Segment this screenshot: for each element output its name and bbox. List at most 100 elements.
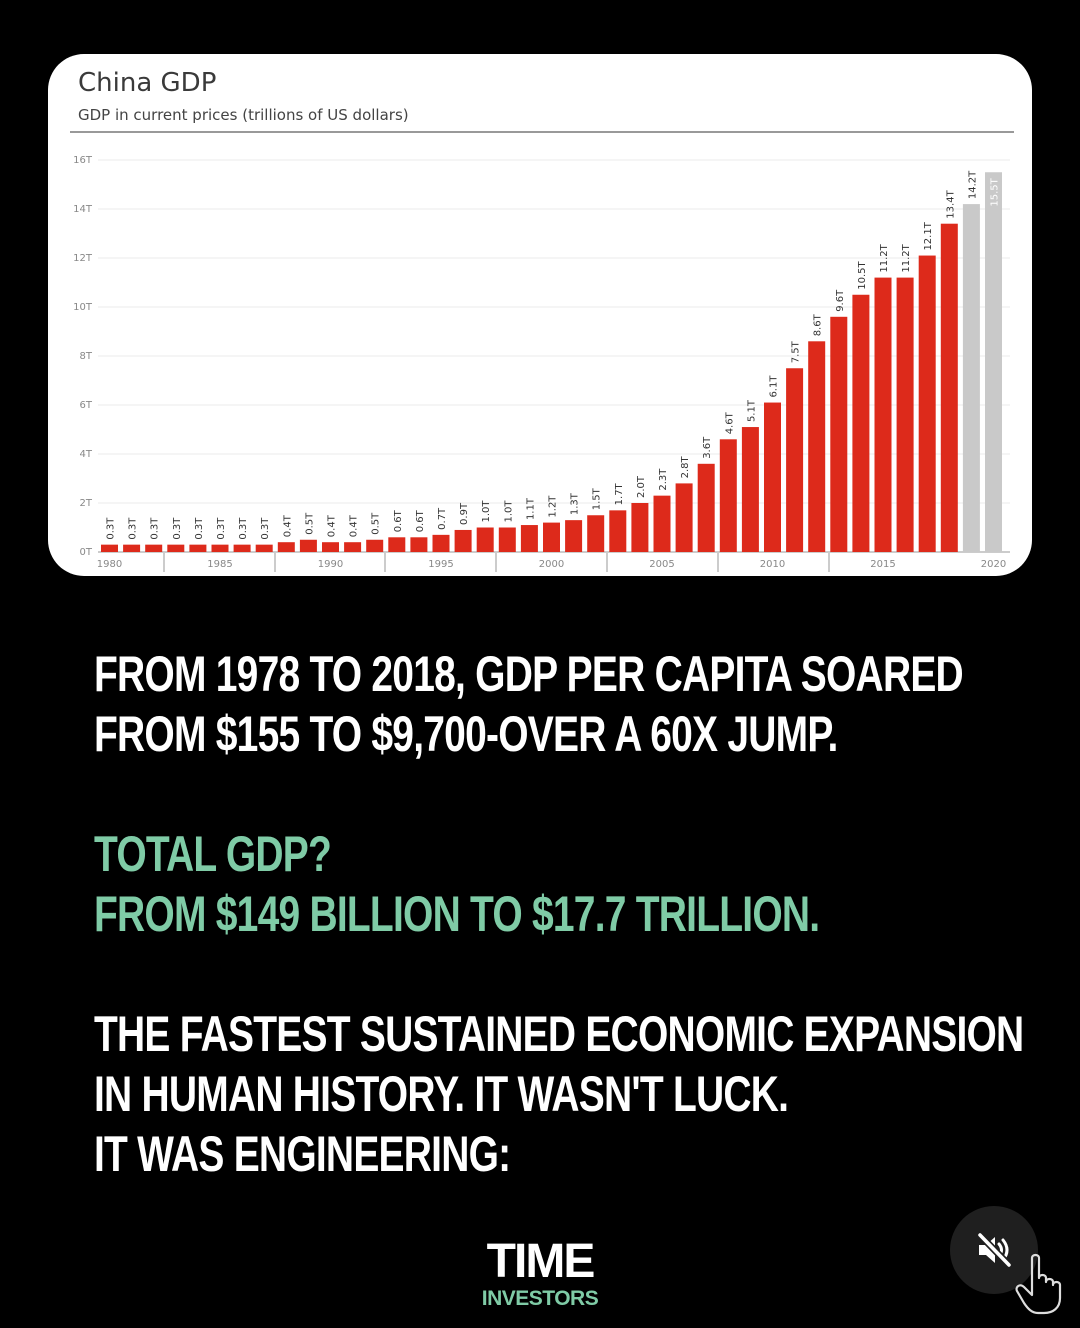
chart-title: China GDP	[78, 68, 217, 98]
x-tick-label: 1980	[97, 559, 122, 570]
chart-card: China GDP GDP in current prices (trillio…	[48, 54, 1032, 576]
bar-2000	[543, 522, 560, 552]
bar-1990	[322, 542, 339, 552]
bar-2011	[786, 368, 804, 552]
chart-title-divider	[70, 131, 1014, 133]
data-label: 0.3T	[150, 517, 161, 540]
y-tick-label: 12T	[73, 253, 93, 264]
data-label: 0.6T	[415, 509, 426, 532]
data-label: 0.3T	[260, 517, 271, 540]
data-label: 15.5T	[990, 177, 1001, 206]
chart-subtitle: GDP in current prices (trillions of US d…	[78, 106, 409, 124]
bar-1991	[344, 542, 362, 552]
data-label: 0.3T	[194, 517, 205, 540]
bar-2002	[587, 515, 605, 552]
x-tick-label: 1990	[318, 559, 343, 570]
bar-1983	[167, 544, 185, 552]
bar-1995	[432, 534, 450, 552]
hand-pointer-icon	[1015, 1253, 1062, 1315]
bar-1987	[255, 544, 273, 552]
bar-2018	[940, 223, 958, 552]
data-label: 5.1T	[746, 399, 757, 422]
bar-2007	[697, 463, 715, 552]
data-label: 0.5T	[371, 512, 382, 535]
y-tick-label: 16T	[73, 155, 93, 166]
statement-line: IN HUMAN HISTORY. IT WASN'T LUCK.	[94, 1066, 789, 1122]
bar-2009	[741, 427, 759, 552]
statement-line: FROM $155 TO $9,700-OVER A 60X JUMP.	[94, 706, 838, 762]
y-tick-label: 2T	[80, 498, 93, 509]
gdp-bar-chart: 0T 2T 4T 6T 8T 10T 12T 14T 16T 0.3T 0.3T 0.3T 0.3T 0.…	[73, 155, 1010, 572]
mute-button[interactable]	[950, 1206, 1038, 1294]
expansion-statement: THE FASTEST SUSTAINED ECONOMIC EXPANSION…	[94, 1004, 1024, 1184]
statement-line: FROM 1978 TO 2018, GDP PER CAPITA SOARED	[94, 646, 964, 702]
data-label: 0.9T	[459, 502, 470, 525]
x-tick-label: 2015	[870, 559, 895, 570]
bar-2006	[675, 483, 693, 552]
data-label: 8.6T	[813, 313, 824, 336]
bar-1997	[476, 527, 494, 552]
bar-1984	[189, 544, 207, 552]
bar-1993	[388, 537, 406, 552]
y-tick-label: 10T	[73, 302, 93, 313]
statement-line: TOTAL GDP?	[94, 826, 332, 882]
bar-1980	[101, 544, 118, 552]
bar-2015	[874, 277, 892, 552]
data-label: 1.7T	[614, 482, 625, 505]
data-label: 6.1T	[769, 375, 780, 398]
data-label: 10.5T	[857, 260, 868, 289]
data-label: 9.6T	[835, 289, 846, 312]
data-label: 12.1T	[923, 221, 934, 250]
data-label: 0.4T	[282, 514, 293, 537]
bar-2008	[719, 439, 737, 552]
bar-2005	[653, 495, 671, 552]
data-label: 1.0T	[481, 500, 492, 523]
bar-2001	[565, 520, 583, 552]
y-tick-label: 8T	[80, 351, 93, 362]
data-label: 7.5T	[791, 340, 802, 363]
time-investors-logo: TIME INVESTORS	[440, 1238, 640, 1312]
logo-sub-text: INVESTORS	[481, 1287, 599, 1310]
y-tick-label: 4T	[80, 449, 93, 460]
data-label: 1.1T	[525, 497, 536, 520]
data-label: 0.3T	[106, 517, 117, 540]
x-tick-label: 2010	[760, 559, 785, 570]
data-label: 1.0T	[503, 500, 514, 523]
x-tick-label: 2005	[649, 559, 674, 570]
bar-1986	[233, 544, 251, 552]
data-label: 1.2T	[548, 495, 559, 518]
data-label: 4.6T	[724, 411, 735, 434]
bar-2013	[830, 316, 848, 552]
data-label: 0.5T	[304, 512, 315, 535]
x-tick-label: 2000	[539, 559, 564, 570]
data-label: 0.4T	[327, 514, 338, 537]
bar-2012	[808, 341, 826, 552]
data-label: 0.6T	[393, 509, 404, 532]
bar-2016	[896, 277, 914, 552]
per-capita-statement: FROM 1978 TO 2018, GDP PER CAPITA SOARED…	[94, 644, 964, 764]
muted-speaker-icon	[976, 1231, 1013, 1269]
bar-2020	[985, 172, 1002, 552]
bar-1985	[211, 544, 229, 552]
data-label: 11.2T	[879, 243, 890, 272]
data-label: 2.0T	[636, 475, 647, 498]
data-label: 0.4T	[349, 514, 360, 537]
bar-1996	[454, 529, 472, 552]
bar-2017	[918, 255, 936, 553]
data-label: 0.3T	[216, 517, 227, 540]
data-label: 1.3T	[570, 492, 581, 515]
bar-2019	[962, 204, 980, 552]
bar-1998	[498, 527, 516, 552]
x-tick-label: 1995	[428, 559, 453, 570]
statement-line: THE FASTEST SUSTAINED ECONOMIC EXPANSION	[94, 1006, 1024, 1062]
data-label: 0.3T	[128, 517, 139, 540]
y-tick-label: 0T	[80, 547, 93, 558]
statement-line: IT WAS ENGINEERING:	[94, 1126, 511, 1182]
statement-line: FROM $149 BILLION TO $17.7 TRILLION.	[94, 886, 820, 942]
data-label: 0.3T	[172, 517, 183, 540]
x-tick-label: 1985	[207, 559, 232, 570]
bar-2014	[852, 294, 870, 552]
bar-2003	[609, 510, 627, 552]
x-tick-label: 2020	[981, 559, 1006, 570]
data-label: 3.6T	[702, 436, 713, 459]
